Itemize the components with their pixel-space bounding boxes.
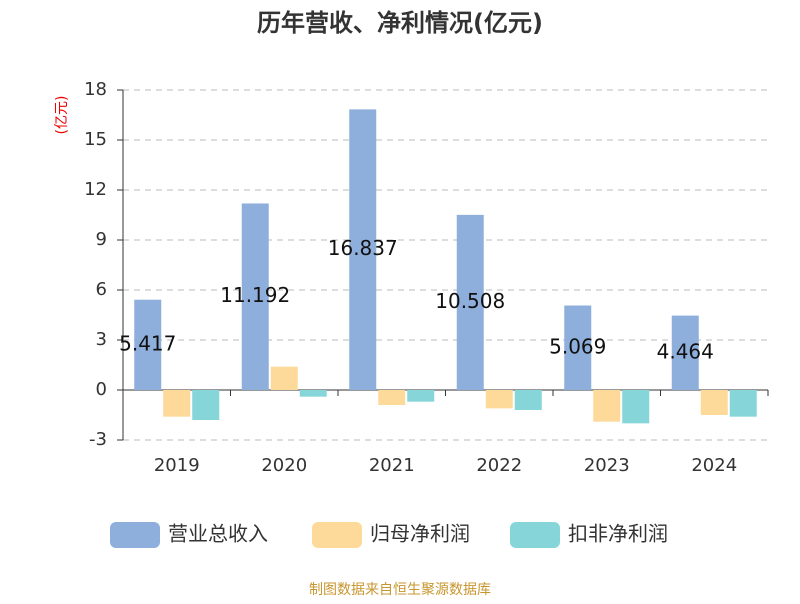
- y-tick-label: 12: [84, 179, 107, 200]
- x-tick-label: 2021: [369, 455, 415, 476]
- bar: [564, 305, 592, 390]
- legend-swatch: [312, 522, 362, 548]
- legend-label: 扣非净利润: [568, 522, 668, 546]
- legend-label: 营业总收入: [168, 522, 268, 546]
- bar: [671, 315, 699, 390]
- data-label: 11.192: [220, 283, 290, 307]
- y-tick-label: -3: [89, 429, 107, 450]
- bar: [349, 109, 377, 390]
- x-tick-label: 2024: [691, 455, 737, 476]
- y-tick-label: 18: [84, 79, 107, 100]
- x-tick-label: 2019: [154, 455, 200, 476]
- bar: [514, 390, 542, 410]
- y-tick-label: 6: [96, 279, 107, 300]
- bar: [700, 390, 728, 415]
- y-tick-label: 15: [84, 129, 107, 150]
- bar: [134, 299, 162, 390]
- bar: [270, 366, 298, 390]
- y-tick-label: 9: [96, 229, 107, 250]
- bar: [299, 390, 327, 397]
- bar: [485, 390, 513, 409]
- bar: [241, 203, 269, 390]
- y-tick-label: 3: [96, 329, 107, 350]
- bar: [622, 390, 650, 424]
- source-note: 制图数据来自恒生聚源数据库: [309, 582, 491, 598]
- bar: [456, 214, 484, 390]
- bar: [729, 390, 757, 417]
- chart-title: 历年营收、净利情况(亿元): [257, 9, 543, 37]
- data-label: 5.417: [119, 331, 176, 355]
- data-label: 10.508: [435, 289, 505, 313]
- legend-swatch: [510, 522, 560, 548]
- y-axis-label: (亿元): [54, 96, 70, 135]
- data-label: 5.069: [549, 334, 606, 358]
- bar: [407, 390, 435, 402]
- bar: [163, 390, 191, 417]
- data-label: 16.837: [328, 236, 398, 260]
- legend-swatch: [110, 522, 160, 548]
- bar: [378, 390, 406, 405]
- x-tick-label: 2022: [476, 455, 522, 476]
- y-tick-label: 0: [96, 379, 107, 400]
- x-tick-label: 2020: [261, 455, 307, 476]
- bar: [593, 390, 621, 422]
- bar: [192, 390, 220, 420]
- data-label: 4.464: [657, 339, 714, 363]
- x-tick-label: 2023: [584, 455, 630, 476]
- legend-label: 归母净利润: [370, 522, 470, 546]
